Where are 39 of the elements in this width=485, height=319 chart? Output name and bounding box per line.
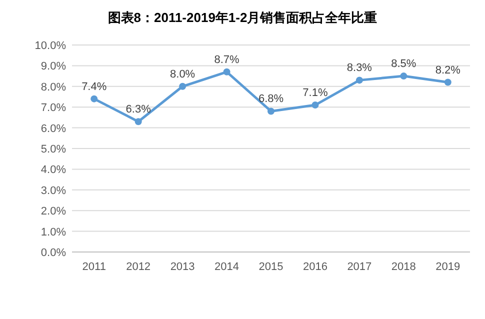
y-tick-label: 9.0% [40, 60, 66, 73]
data-label: 8.0% [170, 68, 196, 80]
point [268, 108, 274, 115]
x-tick-label: 2018 [391, 261, 416, 273]
y-tick-label: 5.0% [40, 144, 66, 156]
point [444, 78, 452, 86]
data-label: 8.5% [391, 58, 416, 70]
point [400, 72, 408, 80]
x-tick-label: 2012 [126, 261, 151, 273]
y-tick-label: 1.0% [40, 226, 66, 238]
x-tick-label: 2017 [347, 261, 372, 273]
point [179, 82, 186, 90]
y-tick-label: 6.0% [40, 122, 66, 135]
chart-title: 图表8：2011-2019年1-2月销售面积占全年比重 [108, 10, 378, 25]
x-tick-label: 2019 [436, 261, 460, 273]
x-tick-label: 2014 [214, 261, 240, 273]
y-tick-label: 3.0% [40, 184, 66, 197]
y-tick-label: 7.0% [40, 102, 66, 114]
x-tick-label: 2011 [82, 261, 106, 273]
x-tick-label: 2013 [170, 261, 195, 273]
data-label: 8.2% [435, 64, 461, 76]
point [134, 118, 142, 126]
y-tick-label: 2.0% [40, 206, 66, 218]
data-label: 6.3% [126, 104, 152, 116]
y-tick-label: 4.0% [40, 164, 66, 176]
x-tick-label: 2015 [258, 261, 284, 273]
data-label: 8.3% [346, 62, 372, 74]
data-label: 6.8% [258, 93, 284, 106]
point [90, 95, 98, 102]
data-label: 8.7% [214, 54, 240, 66]
point [356, 76, 363, 84]
point [223, 68, 230, 76]
y-tick-label: 8.0% [40, 81, 66, 94]
point [312, 102, 319, 109]
data-label: 7.1% [302, 87, 328, 100]
y-tick-label: 0.0% [40, 247, 66, 259]
x-tick-label: 2016 [302, 261, 328, 273]
data-label: 7.4% [82, 80, 107, 93]
y-tick-label: 10.0% [34, 40, 66, 52]
